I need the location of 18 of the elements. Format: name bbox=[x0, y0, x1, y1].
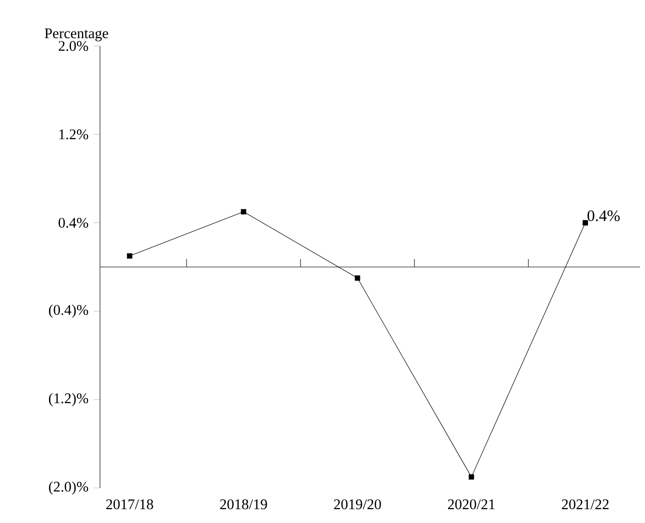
point bbox=[582, 220, 588, 226]
x-tick-label: 2019/20 bbox=[334, 499, 381, 510]
y-tick-label: 1.2% bbox=[59, 129, 88, 140]
y-tick-label: (1.2)% bbox=[48, 392, 88, 406]
y-tick-label: 2.0% bbox=[58, 41, 88, 51]
point bbox=[240, 209, 246, 214]
x-tick-label: 2020/21 bbox=[448, 499, 495, 510]
data-label: 0.4% bbox=[588, 210, 620, 222]
y-tick-label: (0.4)% bbox=[48, 304, 88, 318]
point bbox=[354, 275, 360, 281]
x-tick-label: 2017/18 bbox=[106, 499, 154, 510]
x-tick-label: 2021/22 bbox=[562, 499, 609, 510]
y-tick-label: 0.4% bbox=[58, 218, 88, 228]
y-tick-label: (2.0)% bbox=[48, 481, 88, 495]
x-tick-label: 2018/19 bbox=[220, 499, 267, 510]
y-axis-title: Percentage bbox=[44, 28, 108, 42]
point bbox=[126, 253, 132, 259]
point bbox=[468, 474, 474, 480]
